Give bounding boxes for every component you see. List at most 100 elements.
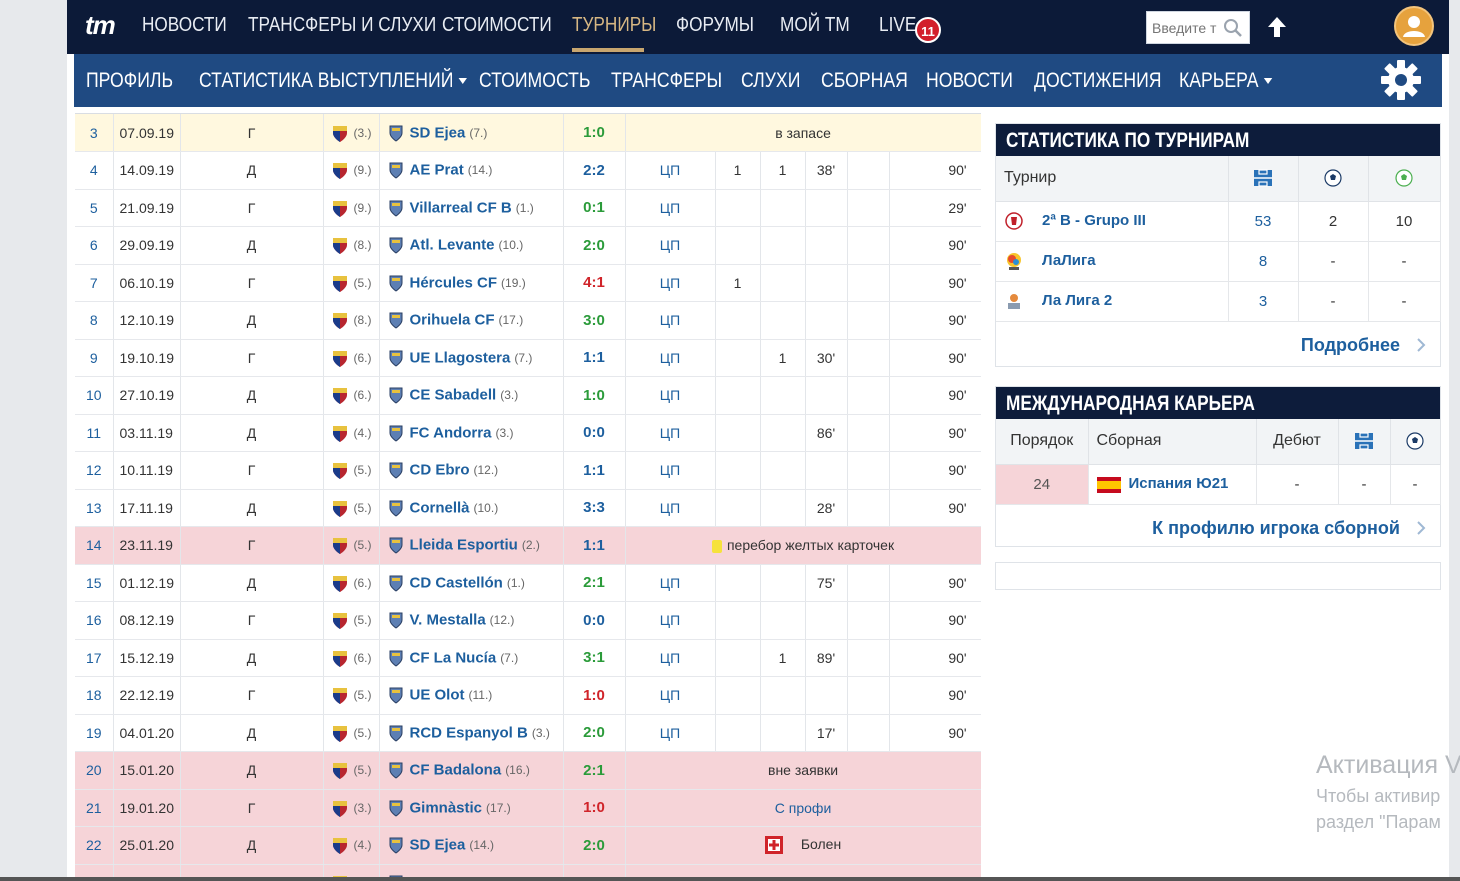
opponent-club[interactable]: SD Ejea (7.) <box>379 114 564 152</box>
opponent-name[interactable]: V. Mestalla <box>409 611 486 629</box>
subnav-profile[interactable]: ПРОФИЛЬ <box>86 69 174 92</box>
opponent-name[interactable]: FC Andorra <box>409 424 492 442</box>
tournament-row-segunda-b[interactable]: 2ª B - Grupo III <box>996 201 1229 242</box>
own-club[interactable]: (3.) <box>323 114 380 152</box>
opponent-name[interactable]: AE Prat <box>409 161 464 179</box>
nav-market-values[interactable]: СТОИМОСТИ <box>442 14 552 36</box>
opponent-name[interactable]: SD Ejea <box>409 124 466 141</box>
opponent-club[interactable]: CE Sabadell (3.) <box>379 376 564 415</box>
opponent-name[interactable]: Gimnàstic <box>409 799 483 817</box>
opponent-club[interactable]: CF Badalona (16.) <box>379 751 564 790</box>
own-club[interactable]: (5.) <box>323 489 380 527</box>
match-score[interactable]: 3:3 <box>563 489 626 527</box>
tournament-apps[interactable]: 53 <box>1228 201 1299 242</box>
match-score[interactable]: 4:1 <box>563 264 626 302</box>
own-club[interactable]: (8.) <box>323 301 380 340</box>
match-score[interactable]: 2:2 <box>563 151 626 190</box>
subnav-rumours[interactable]: СЛУХИ <box>741 69 801 92</box>
match-score[interactable]: 2:1 <box>563 564 626 602</box>
own-club[interactable]: (6.) <box>323 639 380 677</box>
own-club[interactable]: (3.) <box>323 789 380 827</box>
opponent-name[interactable]: Orihuela CF <box>409 311 495 329</box>
own-club[interactable]: (6.) <box>323 339 380 377</box>
opponent-club[interactable]: CF La Nucía (7.) <box>379 639 564 677</box>
match-score[interactable]: 2:0 <box>563 826 626 865</box>
own-club[interactable]: (6.) <box>323 564 380 602</box>
intl-team-spain-u21[interactable]: Испания Ю21 <box>1088 464 1257 505</box>
subnav-performance-stats[interactable]: СТАТИСТИКА ВЫСТУПЛЕНИЙ <box>199 69 467 93</box>
opponent-name[interactable]: Hércules CF <box>409 274 498 292</box>
opponent-club[interactable]: FC Andorra (3.) <box>379 414 564 452</box>
opponent-club[interactable]: Lleida Esportiu (2.) <box>379 526 564 565</box>
opponent-club[interactable]: Hércules CF (19.) <box>379 264 564 302</box>
subnav-market-value[interactable]: СТОИМОСТЬ <box>479 69 591 92</box>
opponent-name[interactable]: Villarreal CF B <box>409 199 512 217</box>
search-icon[interactable] <box>1223 18 1243 38</box>
own-club[interactable]: (6.) <box>323 376 380 415</box>
match-score[interactable]: 3:1 <box>563 639 626 677</box>
opponent-club[interactable]: Orihuela CF (17.) <box>379 301 564 340</box>
search-input[interactable] <box>1147 12 1219 43</box>
own-club[interactable]: (4.) <box>323 414 380 452</box>
match-score[interactable]: 1:1 <box>563 451 626 490</box>
tournament-more-link[interactable]: Подробнее <box>996 322 1440 368</box>
nav-news[interactable]: НОВОСТИ <box>142 14 227 36</box>
opponent-club[interactable]: RCD Espanyol B (3.) <box>379 714 564 752</box>
nav-live[interactable]: LIVE <box>879 14 917 36</box>
match-score[interactable]: 1:1 <box>563 526 626 565</box>
opponent-name[interactable]: CF La Nucía <box>409 649 497 667</box>
match-score[interactable]: 1:1 <box>563 339 626 377</box>
own-club[interactable]: (8.) <box>323 226 380 265</box>
own-club[interactable]: (5.) <box>323 264 380 302</box>
opponent-club[interactable]: Villarreal CF B (1.) <box>379 189 564 227</box>
own-club[interactable]: (5.) <box>323 451 380 490</box>
match-note[interactable]: С профи <box>625 789 981 827</box>
tournament-row-laliga[interactable]: ЛаЛига <box>996 241 1229 282</box>
opponent-club[interactable]: UE Olot (11.) <box>379 676 564 715</box>
opponent-club[interactable]: CD Castellón (1.) <box>379 564 564 602</box>
match-score[interactable]: 0:0 <box>563 414 626 452</box>
user-avatar[interactable] <box>1394 6 1434 46</box>
opponent-name[interactable]: CD Ebro <box>409 461 470 479</box>
own-club[interactable]: (5.) <box>323 601 380 640</box>
own-club[interactable]: (9.) <box>323 189 380 227</box>
opponent-name[interactable]: UE Llagostera <box>409 349 511 367</box>
match-score[interactable]: 2:1 <box>563 751 626 790</box>
opponent-name[interactable]: SD Ejea <box>409 836 466 854</box>
opponent-name[interactable]: CE Sabadell <box>409 386 497 404</box>
own-club[interactable]: (5.) <box>323 526 380 565</box>
opponent-club[interactable]: Gimnàstic (17.) <box>379 789 564 827</box>
subnav-national-team[interactable]: СБОРНАЯ <box>821 69 908 92</box>
subnav-career[interactable]: КАРЬЕРА <box>1179 69 1272 93</box>
match-score[interactable]: 1:0 <box>563 376 626 415</box>
match-score[interactable]: 3:0 <box>563 301 626 340</box>
match-score[interactable]: 1:0 <box>563 114 626 152</box>
opponent-name[interactable]: UE Olot <box>409 686 465 704</box>
own-club[interactable]: (9.) <box>323 151 380 190</box>
nav-forums[interactable]: ФОРУМЫ <box>676 14 755 36</box>
tournament-row-laliga2[interactable]: Ла Лига 2 <box>996 281 1229 322</box>
match-score[interactable]: 0:0 <box>563 601 626 640</box>
own-club[interactable]: (5.) <box>323 751 380 790</box>
upload-arrow-icon[interactable] <box>1264 14 1290 40</box>
opponent-club[interactable]: Cornellà (10.) <box>379 489 564 527</box>
opponent-club[interactable]: AE Prat (14.) <box>379 151 564 190</box>
own-club[interactable]: (5.) <box>323 676 380 715</box>
match-score[interactable]: 2:0 <box>563 714 626 752</box>
subnav-achievements[interactable]: ДОСТИЖЕНИЯ <box>1034 69 1162 92</box>
opponent-name[interactable]: CF Badalona <box>409 761 502 779</box>
tournament-apps[interactable]: 8 <box>1228 241 1299 282</box>
match-score[interactable]: 0:1 <box>563 189 626 227</box>
opponent-club[interactable]: SD Ejea (14.) <box>379 826 564 865</box>
subnav-transfers[interactable]: ТРАНСФЕРЫ <box>611 69 723 92</box>
tournament-apps[interactable]: 3 <box>1228 281 1299 322</box>
opponent-name[interactable]: Cornellà <box>409 499 470 517</box>
opponent-name[interactable]: Atl. Levante <box>409 236 495 254</box>
opponent-club[interactable]: UE Llagostera (7.) <box>379 339 564 377</box>
tm-logo[interactable]: tm <box>85 10 116 40</box>
nav-transfers-rumours[interactable]: ТРАНСФЕРЫ И СЛУХИ <box>248 14 437 36</box>
national-team-profile-link[interactable]: К профилю игрока сборной <box>996 505 1440 551</box>
match-score[interactable]: 2:0 <box>563 226 626 265</box>
subnav-news[interactable]: НОВОСТИ <box>926 69 1013 92</box>
opponent-club[interactable]: V. Mestalla (12.) <box>379 601 564 640</box>
